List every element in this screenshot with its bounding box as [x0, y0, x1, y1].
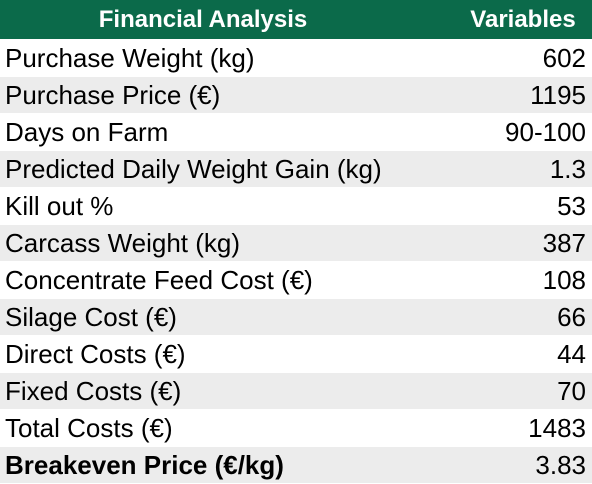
table-row: Silage Cost (€) 66 — [0, 298, 592, 336]
table-row: Concentrate Feed Cost (€) 108 — [0, 261, 592, 299]
row-label: Total Costs (€) — [0, 409, 446, 447]
row-value: 108 — [446, 261, 592, 299]
column-header-variables: Variables — [446, 0, 592, 40]
row-value: 1195 — [446, 76, 592, 114]
row-label: Days on Farm — [0, 113, 446, 151]
row-label: Breakeven Price (€/kg) — [0, 446, 446, 484]
row-value: 387 — [446, 224, 592, 262]
row-label: Predicted Daily Weight Gain (kg) — [0, 150, 446, 188]
row-label: Purchase Weight (kg) — [0, 39, 446, 77]
table-row: Direct Costs (€) 44 — [0, 335, 592, 373]
table-header-row: Financial Analysis Variables — [0, 0, 592, 40]
row-label: Direct Costs (€) — [0, 335, 446, 373]
row-label: Fixed Costs (€) — [0, 372, 446, 410]
column-header-financial-analysis: Financial Analysis — [0, 0, 446, 40]
row-label: Concentrate Feed Cost (€) — [0, 261, 446, 299]
row-value: 66 — [446, 298, 592, 336]
table-row: Purchase Price (€) 1195 — [0, 76, 592, 114]
row-label: Carcass Weight (kg) — [0, 224, 446, 262]
row-value: 70 — [446, 372, 592, 410]
row-value: 1.3 — [446, 150, 592, 188]
table-row: Predicted Daily Weight Gain (kg) 1.3 — [0, 150, 592, 188]
row-value: 90-100 — [446, 113, 592, 151]
row-value: 44 — [446, 335, 592, 373]
table-row: Fixed Costs (€) 70 — [0, 372, 592, 410]
table-row: Kill out % 53 — [0, 187, 592, 225]
table-row: Days on Farm 90-100 — [0, 113, 592, 151]
table-row: Carcass Weight (kg) 387 — [0, 224, 592, 262]
row-label: Silage Cost (€) — [0, 298, 446, 336]
row-value: 602 — [446, 39, 592, 77]
table-row: Total Costs (€) 1483 — [0, 409, 592, 447]
row-value: 3.83 — [446, 446, 592, 484]
breakeven-row: Breakeven Price (€/kg) 3.83 — [0, 446, 592, 484]
row-value: 53 — [446, 187, 592, 225]
table-row: Purchase Weight (kg) 602 — [0, 39, 592, 77]
row-label: Purchase Price (€) — [0, 76, 446, 114]
row-label: Kill out % — [0, 187, 446, 225]
row-value: 1483 — [446, 409, 592, 447]
